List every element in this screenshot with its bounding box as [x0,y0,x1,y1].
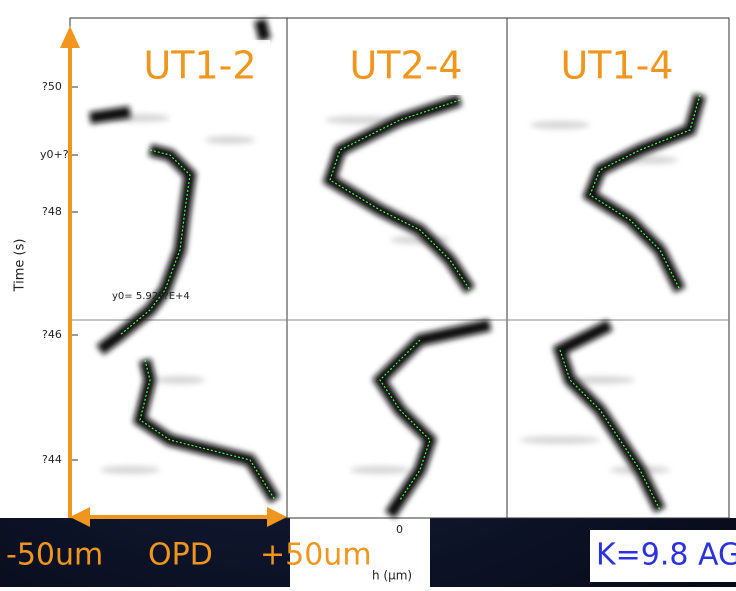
y-tick-label: ?44 [42,453,62,466]
axis-area [0,0,70,518]
y-tick-label: ?46 [42,328,62,341]
opd-label: OPD [148,538,213,573]
arrows [60,26,287,527]
opd-min: -50um [6,538,103,573]
x-tick-label: 0 [396,523,403,536]
x-axis-title: h (µm) [372,569,412,583]
source-bg [590,530,736,582]
baseline-label: UT1-2 [143,44,256,88]
label-bg [545,40,690,95]
tracker-overlay [119,94,701,511]
noise [100,114,678,474]
opd-max: +50um [260,538,372,573]
axis-strip [290,518,430,587]
source-label: K=9.8 AGN [596,538,736,573]
label-bg [120,40,270,95]
y-axis-title: Time (s) [13,239,28,293]
y-tick-label: y0+? [40,148,69,161]
label-bg [330,40,480,95]
y-tick-label: ?50 [42,80,62,93]
y-tick-label: ?48 [42,205,62,218]
baseline-label: UT1-4 [560,44,673,88]
annotation: y0= 5.92??E+4 [112,291,190,302]
baseline-label: UT2-4 [349,44,462,88]
